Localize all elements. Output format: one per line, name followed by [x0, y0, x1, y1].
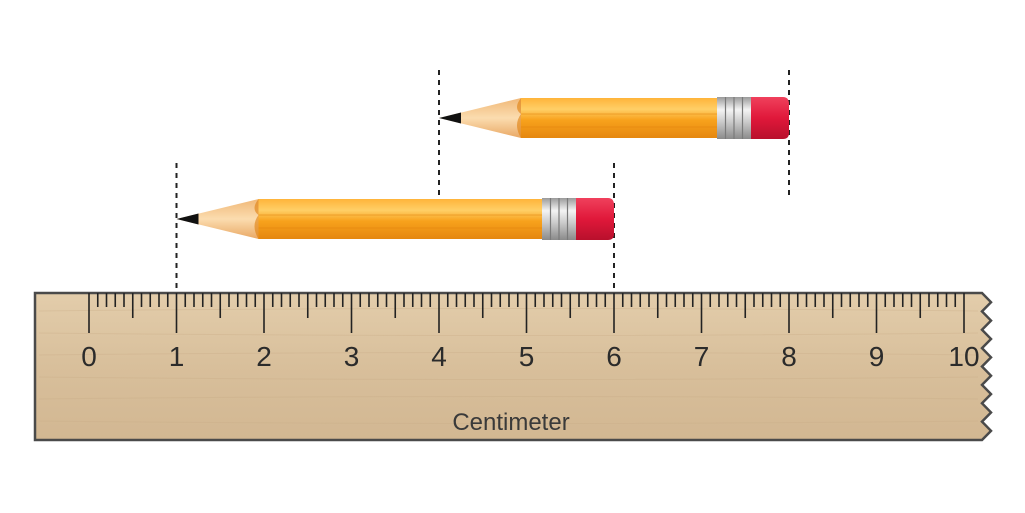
ruler-tick-label: 7	[694, 341, 710, 372]
wood-grain	[38, 376, 979, 380]
ruler-tick-label: 5	[519, 341, 535, 372]
wood-grain	[38, 420, 979, 424]
pencil-shaving-edge	[254, 199, 259, 239]
ruler-tick-label: 2	[256, 341, 272, 372]
ruler-body	[33, 291, 993, 442]
ruler-tick-label: 0	[81, 341, 97, 372]
pencil-body	[521, 98, 717, 138]
pencil-lead	[439, 112, 461, 124]
ruler-tick-label: 1	[169, 341, 185, 372]
ruler-tick-label: 4	[431, 341, 447, 372]
wood-grain	[38, 308, 979, 312]
pencil-eraser	[751, 97, 789, 139]
wood-grain	[38, 332, 979, 336]
ruler-tick-label: 6	[606, 341, 622, 372]
ruler: 0 1 2 3 4 5 6 7 8 9 10 Centimeter	[33, 291, 993, 442]
wood-grain	[38, 396, 979, 400]
pencil-body	[258, 199, 542, 239]
pencil-lead	[176, 213, 199, 225]
pencil-bottom	[176, 198, 614, 240]
pencil-wood-tip	[176, 199, 259, 239]
ruler-tick-label: 8	[781, 341, 797, 372]
pencil-eraser	[576, 198, 614, 240]
ruler-tick-label: 9	[869, 341, 885, 372]
ruler-tick-label: 10	[948, 341, 979, 372]
pencil-shaving-edge	[517, 98, 521, 138]
wood-grain	[38, 352, 979, 356]
pencils-group	[176, 97, 789, 240]
pencil-top	[439, 97, 789, 139]
ruler-tick-label: 3	[344, 341, 360, 372]
ruler-unit-label: Centimeter	[452, 409, 569, 436]
pencil-wood-tip	[439, 98, 521, 138]
